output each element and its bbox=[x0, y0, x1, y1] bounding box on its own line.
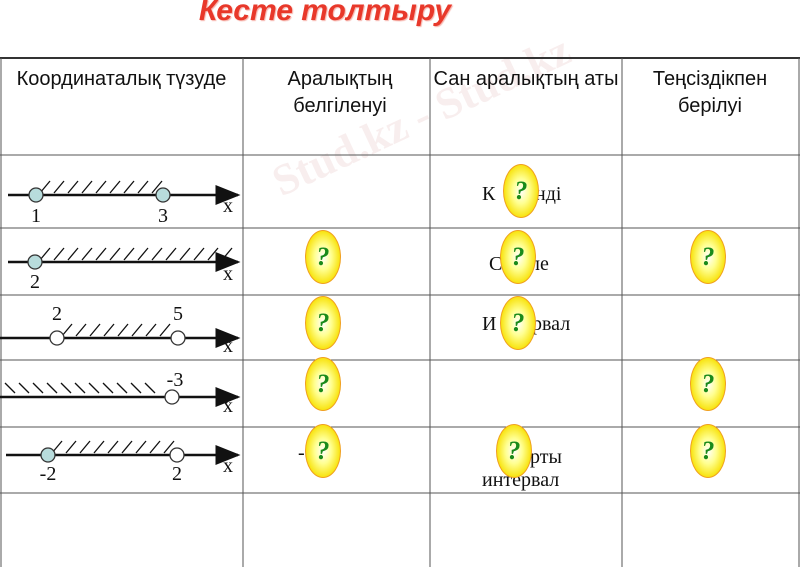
closed-point bbox=[40, 447, 56, 463]
interval-name-fragment: интервал bbox=[482, 469, 560, 491]
header-notation: Аралықтың белгіленуі bbox=[287, 68, 393, 117]
hatch-mark bbox=[221, 247, 233, 261]
hatch-mark bbox=[67, 180, 79, 194]
hatch-mark bbox=[39, 247, 51, 261]
hatch-mark bbox=[103, 323, 115, 337]
question-oval[interactable]: ? bbox=[690, 357, 726, 411]
open-point bbox=[164, 389, 180, 405]
interval-name-fragment: К bbox=[482, 183, 496, 205]
hatch-mark bbox=[130, 382, 142, 394]
point-label: 3 bbox=[158, 205, 168, 227]
question-oval[interactable]: ? bbox=[305, 357, 341, 411]
question-oval[interactable]: ? bbox=[690, 424, 726, 478]
closed-point bbox=[28, 187, 44, 203]
hatch-mark bbox=[144, 382, 156, 394]
hatch-mark bbox=[18, 382, 30, 394]
hatch-mark bbox=[116, 382, 128, 394]
hatch-mark bbox=[163, 440, 175, 454]
question-oval[interactable]: ? bbox=[305, 424, 341, 478]
hatch-mark bbox=[53, 247, 65, 261]
page-title: Кесте толтыру bbox=[198, 0, 452, 27]
question-oval[interactable]: ? bbox=[496, 424, 532, 478]
hatch-mark bbox=[207, 247, 219, 261]
closed-point bbox=[155, 187, 171, 203]
hatch-mark bbox=[179, 247, 191, 261]
hatch-mark bbox=[131, 323, 143, 337]
hatch-mark bbox=[79, 440, 91, 454]
hatch-mark bbox=[46, 382, 58, 394]
interval-name-fragment: нді bbox=[535, 183, 562, 205]
point-label: 2 bbox=[172, 463, 182, 485]
notation-fragment: - bbox=[298, 442, 305, 464]
interval-name-fragment: С bbox=[489, 253, 503, 275]
open-point bbox=[170, 330, 186, 346]
hatch-mark bbox=[95, 247, 107, 261]
hatch-mark bbox=[67, 247, 79, 261]
question-oval[interactable]: ? bbox=[503, 164, 539, 218]
hatch-mark bbox=[121, 440, 133, 454]
point-label: -3 bbox=[167, 369, 184, 391]
hatch-mark bbox=[102, 382, 114, 394]
hatch-mark bbox=[88, 382, 100, 394]
closed-point bbox=[27, 254, 43, 270]
axis-label: x bbox=[223, 455, 233, 477]
axis-label: x bbox=[223, 335, 233, 357]
hatch-mark bbox=[61, 323, 73, 337]
hatch-mark bbox=[151, 247, 163, 261]
hatch-mark bbox=[135, 440, 147, 454]
hatch-mark bbox=[109, 180, 121, 194]
hatch-mark bbox=[60, 382, 72, 394]
hatch-mark bbox=[151, 180, 163, 194]
question-oval[interactable]: ? bbox=[500, 230, 536, 284]
hatch-mark bbox=[109, 247, 121, 261]
hatch-mark bbox=[89, 323, 101, 337]
question-oval[interactable]: ? bbox=[690, 230, 726, 284]
hatch-mark bbox=[65, 440, 77, 454]
open-point bbox=[49, 330, 65, 346]
hatch-mark bbox=[123, 180, 135, 194]
hatch-mark bbox=[74, 382, 86, 394]
hatch-mark bbox=[117, 323, 129, 337]
open-point bbox=[169, 447, 185, 463]
hatch-mark bbox=[32, 382, 44, 394]
hatch-mark bbox=[4, 382, 16, 394]
hatch-mark bbox=[75, 323, 87, 337]
header-interval-name: Сан аралықтың аты bbox=[433, 68, 619, 90]
hatch-mark bbox=[137, 180, 149, 194]
point-label: 2 bbox=[52, 303, 62, 325]
hatch-mark bbox=[193, 247, 205, 261]
point-label: 1 bbox=[31, 205, 41, 227]
interval-name-fragment: рты bbox=[530, 446, 562, 468]
hatch-mark bbox=[81, 247, 93, 261]
point-label: 2 bbox=[30, 271, 40, 293]
hatch-mark bbox=[165, 247, 177, 261]
point-label: -2 bbox=[40, 463, 57, 485]
hatch-mark bbox=[81, 180, 93, 194]
interval-name-fragment: рвал bbox=[532, 313, 571, 335]
axis-label: x bbox=[223, 395, 233, 417]
interval-name-fragment: И bbox=[482, 313, 497, 335]
hatch-mark bbox=[95, 180, 107, 194]
question-oval[interactable]: ? bbox=[305, 296, 341, 350]
point-label: 5 bbox=[173, 303, 183, 325]
axis-label: x bbox=[223, 263, 233, 285]
hatch-mark bbox=[159, 323, 171, 337]
hatch-mark bbox=[93, 440, 105, 454]
hatch-mark bbox=[107, 440, 119, 454]
header-coordinate-line: Координаталық түзуде bbox=[16, 68, 227, 90]
hatch-mark bbox=[137, 247, 149, 261]
question-oval[interactable]: ? bbox=[500, 296, 536, 350]
hatch-mark bbox=[123, 247, 135, 261]
hatch-mark bbox=[149, 440, 161, 454]
hatch-mark bbox=[145, 323, 157, 337]
axis-label: x bbox=[223, 195, 233, 217]
header-inequality: Теңсіздікпен берілуі bbox=[652, 68, 768, 117]
hatch-mark bbox=[53, 180, 65, 194]
question-oval[interactable]: ? bbox=[305, 230, 341, 284]
